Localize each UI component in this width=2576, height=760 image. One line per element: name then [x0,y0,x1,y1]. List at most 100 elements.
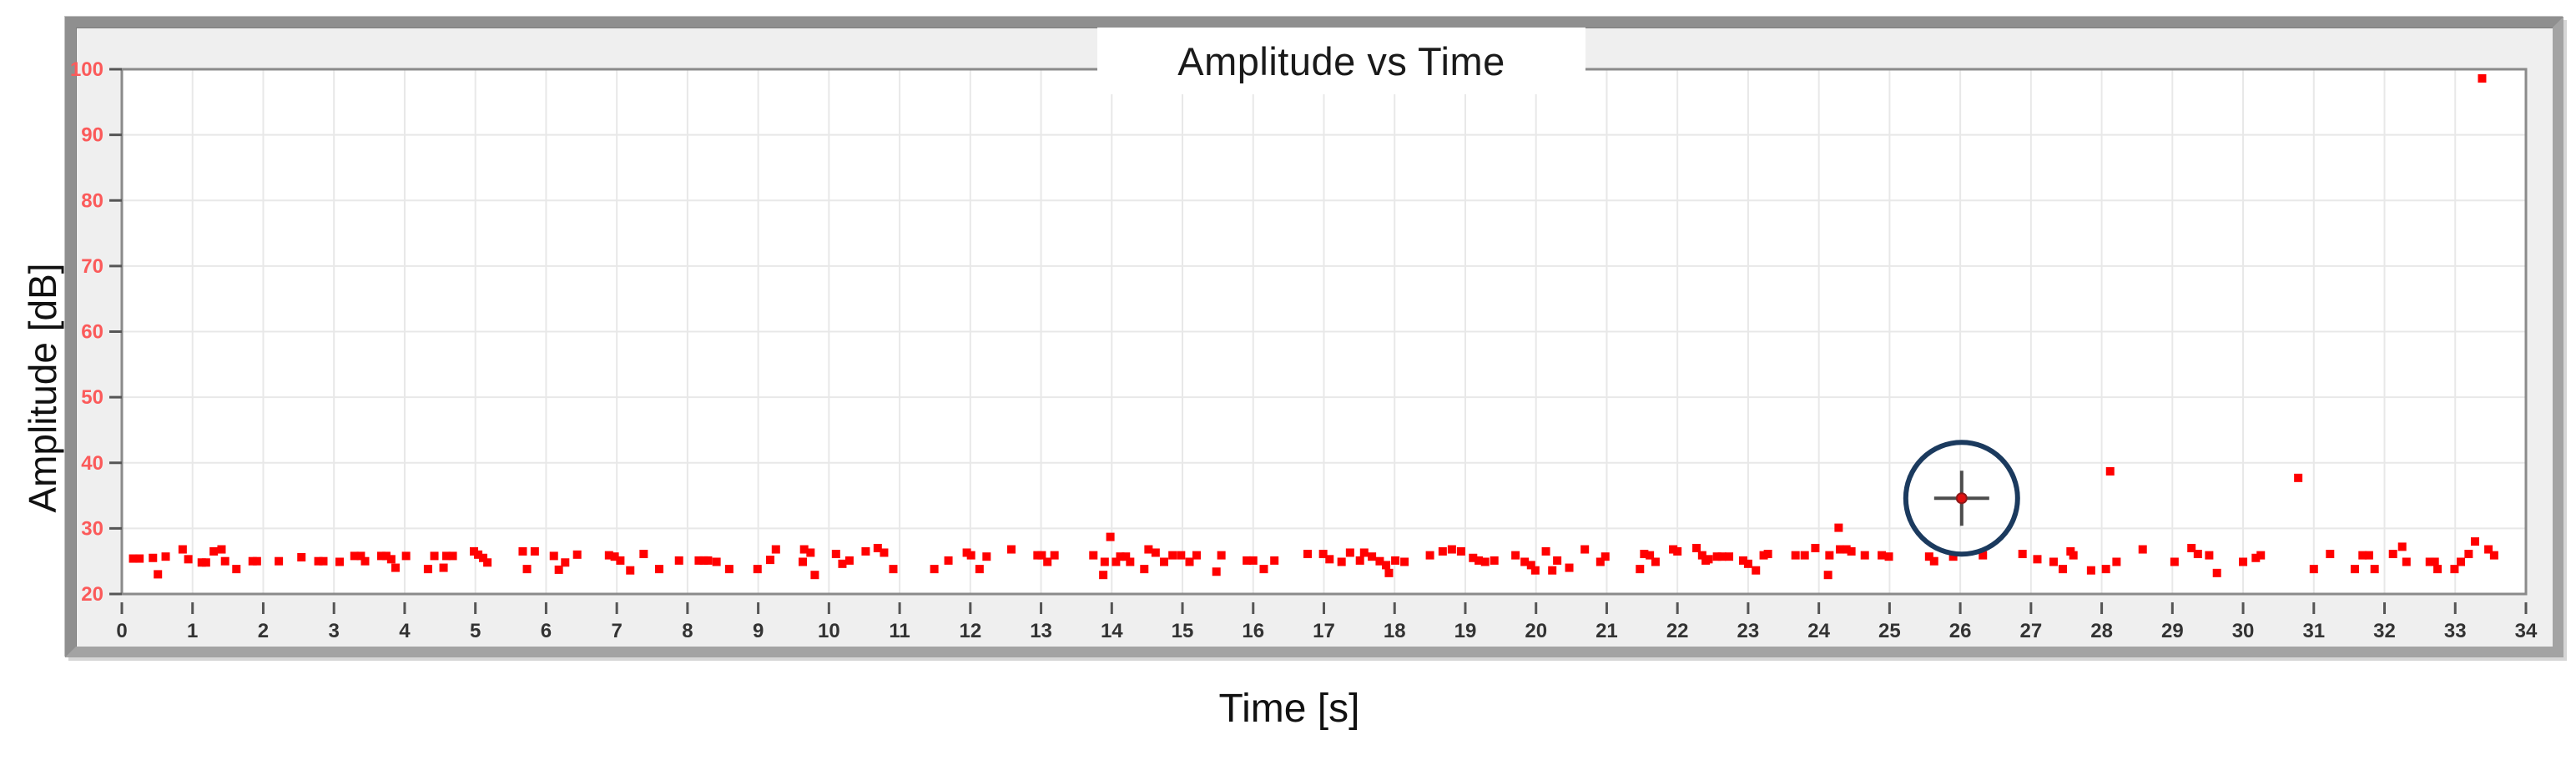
data-point [2187,543,2196,552]
data-point [810,571,819,580]
data-point [1438,546,1447,556]
data-point [248,556,257,566]
data-point [1860,551,1869,560]
data-point [1823,571,1832,580]
x-tick-label: 23 [1737,620,1760,642]
data-point [356,551,365,561]
data-point [1811,543,1820,552]
data-point [2430,557,2439,566]
y-tick-label: 100 [70,58,103,81]
y-tick-label: 90 [81,124,103,147]
data-point [1636,565,1645,574]
x-tick-label: 29 [2161,620,2184,642]
data-point [1669,545,1678,554]
data-point [844,556,854,565]
data-point [1704,555,1713,564]
data-point [2105,466,2115,476]
data-point [2033,555,2042,564]
x-tick-label: 9 [753,620,764,642]
data-point [1037,551,1046,560]
data-point [1212,567,1221,576]
data-point [381,551,391,561]
data-point [1520,557,1530,566]
data-point [699,556,708,565]
x-tick-label: 17 [1313,620,1335,642]
data-point [2397,542,2407,551]
y-tick-label: 60 [81,321,103,344]
data-point [1368,552,1377,561]
data-point [1303,550,1313,559]
data-point [1580,545,1590,554]
data-point [1884,552,1893,561]
data-point [1248,556,1258,565]
data-point [1847,546,1856,556]
data-point [639,550,648,559]
data-point [1318,550,1328,559]
data-point [1842,545,1851,554]
data-point [430,551,439,561]
y-tick-label: 80 [81,189,103,212]
data-point [2018,550,2027,559]
data-point [478,553,487,562]
data-point [1177,551,1186,560]
data-point [616,556,625,565]
x-tick-label: 21 [1596,620,1618,642]
data-point [2478,74,2487,83]
data-point [376,551,386,561]
data-point [2058,565,2067,574]
y-tick-label: 20 [81,583,103,606]
x-tick-label: 0 [116,620,127,642]
data-point [1601,552,1610,561]
data-point [2205,551,2214,560]
x-tick-label: 3 [329,620,340,642]
data-point [1878,551,1887,560]
data-point [2425,557,2434,566]
data-point [252,556,261,566]
data-point [771,545,780,554]
data-point [1752,566,1761,575]
x-tick-label: 1 [187,620,198,642]
data-point [2251,553,2261,562]
x-tick-label: 10 [818,620,840,642]
data-point [1646,551,1655,560]
data-point [2069,551,2078,560]
data-point [799,557,808,566]
data-point [201,558,210,567]
data-point [1259,565,1268,574]
x-tick-label: 20 [1525,620,1547,642]
data-point [930,565,939,574]
data-point [982,552,991,561]
data-point [1469,553,1478,562]
data-point [1738,556,1747,565]
data-point [1800,551,1809,560]
data-point [694,556,703,565]
x-tick-label: 28 [2090,620,2113,642]
data-point [1743,559,1752,568]
data-point [1337,557,1346,566]
data-point [975,565,984,574]
data-point [2239,557,2248,566]
data-point [1530,566,1540,575]
data-point [1456,546,1465,556]
data-point [2112,557,2121,566]
data-point [2138,545,2147,554]
data-point [2433,565,2442,574]
x-tick-label: 5 [470,620,481,642]
data-point [2049,557,2058,566]
data-point [1382,561,1391,570]
data-point [530,546,539,556]
data-point [1144,545,1153,554]
data-point [1140,565,1149,574]
x-tick-label: 19 [1454,620,1477,642]
data-point [448,551,457,561]
cursor-center-dot[interactable] [1955,492,1968,505]
x-tick-label: 34 [2515,620,2538,642]
data-point [1640,550,1649,559]
x-tick-label: 30 [2232,620,2255,642]
data-point [135,554,144,563]
data-point [962,548,971,557]
x-tick-label: 32 [2373,620,2396,642]
data-point [1043,557,1052,566]
data-point [483,558,492,567]
